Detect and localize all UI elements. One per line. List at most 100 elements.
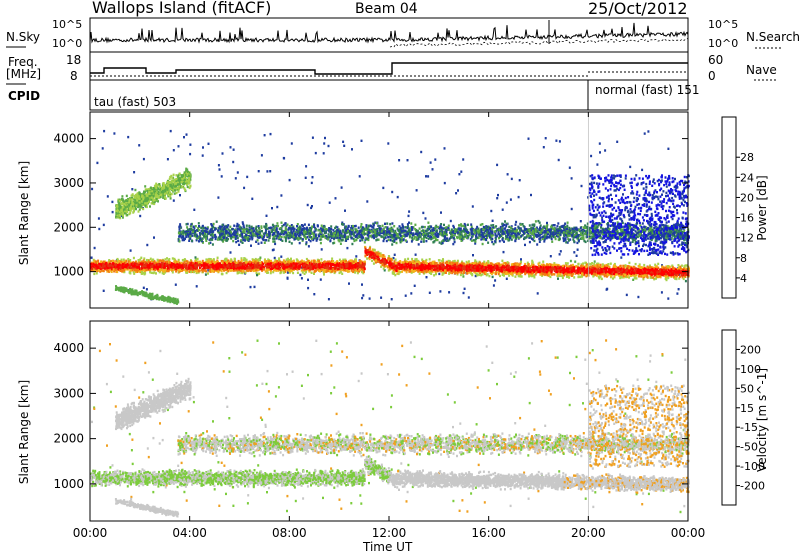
heatmap-cell (505, 272, 508, 276)
heatmap-cell (328, 269, 331, 273)
heatmap-cell (92, 264, 95, 267)
heatmap-cell (549, 275, 552, 279)
heatmap-cell (530, 193, 532, 197)
heatmap-cell (434, 158, 437, 161)
heatmap-cell (131, 188, 134, 191)
heatmap-cell (513, 262, 516, 266)
heatmap-cell (368, 255, 371, 258)
power-heatmap-cells (90, 129, 690, 305)
heatmap-cell (549, 255, 552, 258)
heatmap-cell (449, 219, 452, 223)
heatmap-cell (143, 269, 146, 272)
heatmap-cell (319, 278, 322, 281)
heatmap-cell (332, 260, 335, 263)
heatmap-cell (544, 137, 547, 140)
heatmap-cell (483, 260, 486, 263)
heatmap-cell (538, 264, 540, 268)
heatmap-cell (253, 263, 256, 267)
heatmap-cell (297, 262, 300, 265)
heatmap-cell (628, 265, 631, 268)
heatmap-cell (195, 271, 198, 275)
heatmap-cell (177, 145, 180, 148)
heatmap-cell (460, 170, 463, 173)
heatmap-cell (420, 150, 423, 154)
heatmap-cell (679, 265, 682, 268)
heatmap-cell (240, 259, 243, 262)
heatmap-cell (361, 296, 364, 300)
heatmap-cell (375, 259, 377, 262)
heatmap-cell (301, 268, 304, 271)
heatmap-cell (145, 262, 148, 265)
heatmap-cell (342, 140, 345, 143)
heatmap-cell (548, 271, 551, 274)
heatmap-cell (576, 248, 579, 251)
heatmap-cell (115, 260, 118, 263)
heatmap-cell (609, 262, 612, 265)
heatmap-cell (488, 267, 490, 271)
heatmap-cell (305, 269, 308, 272)
heatmap-cell (286, 277, 289, 280)
heatmap-cell (139, 214, 142, 218)
heatmap-cell (462, 272, 465, 276)
heatmap-cell (596, 264, 599, 267)
heatmap-cell (553, 262, 556, 265)
heatmap-cell (290, 142, 293, 145)
heatmap-cell (322, 152, 325, 155)
heatmap-cell (453, 272, 456, 275)
heatmap-cell (146, 258, 148, 262)
heatmap-cell (198, 269, 201, 272)
heatmap-cell (651, 267, 654, 271)
heatmap-cell (97, 217, 100, 220)
heatmap-cell (232, 148, 235, 151)
heatmap-cell (331, 257, 334, 260)
heatmap-cell (442, 258, 444, 261)
heatmap-cell (555, 139, 558, 142)
heatmap-cell (344, 258, 347, 261)
heatmap-cell (164, 258, 167, 261)
heatmap-cell (425, 258, 428, 262)
heatmap-cell (649, 266, 652, 269)
heatmap-cell (190, 270, 193, 274)
heatmap-cell (111, 259, 114, 262)
heatmap-cell (495, 272, 497, 275)
heatmap-cell (475, 272, 478, 276)
heatmap-cell (641, 168, 644, 172)
heatmap-cell (557, 158, 560, 162)
heatmap-cell (680, 201, 683, 205)
heatmap-cell (189, 152, 192, 156)
heatmap-cell (269, 263, 272, 266)
heatmap-cell (404, 294, 407, 297)
heatmap-cell (635, 267, 638, 271)
heatmap-cell (301, 271, 304, 274)
heatmap-cell (433, 274, 436, 277)
heatmap-cell (571, 263, 574, 267)
heatmap-cell (346, 246, 349, 250)
heatmap-cell (622, 264, 625, 268)
heatmap-cell (238, 268, 241, 271)
heatmap-cell (485, 274, 488, 277)
heatmap-cell (292, 271, 295, 275)
heatmap-cell (430, 272, 433, 275)
heatmap-cell (355, 255, 358, 258)
heatmap-cell (646, 273, 649, 277)
heatmap-cell (327, 144, 330, 148)
heatmap-cell (275, 267, 278, 271)
heatmap-cell (504, 272, 507, 275)
heatmap-cell (142, 286, 145, 289)
heatmap-cell (280, 271, 283, 274)
heatmap-cell (236, 171, 239, 174)
heatmap-cell (130, 262, 133, 266)
heatmap-cell (559, 250, 562, 253)
heatmap-cell (605, 267, 608, 270)
heatmap-cell (307, 286, 310, 290)
heatmap-cell (638, 271, 641, 274)
heatmap-cell (161, 269, 164, 273)
heatmap-cell (295, 262, 298, 266)
cpid-panel-frame (89, 79, 689, 111)
heatmap-cell (439, 290, 442, 293)
heatmap-cell (567, 271, 570, 274)
heatmap-cell (619, 265, 622, 268)
heatmap-cell (510, 177, 513, 181)
heatmap-cell (501, 259, 504, 262)
heatmap-cell (448, 260, 451, 263)
